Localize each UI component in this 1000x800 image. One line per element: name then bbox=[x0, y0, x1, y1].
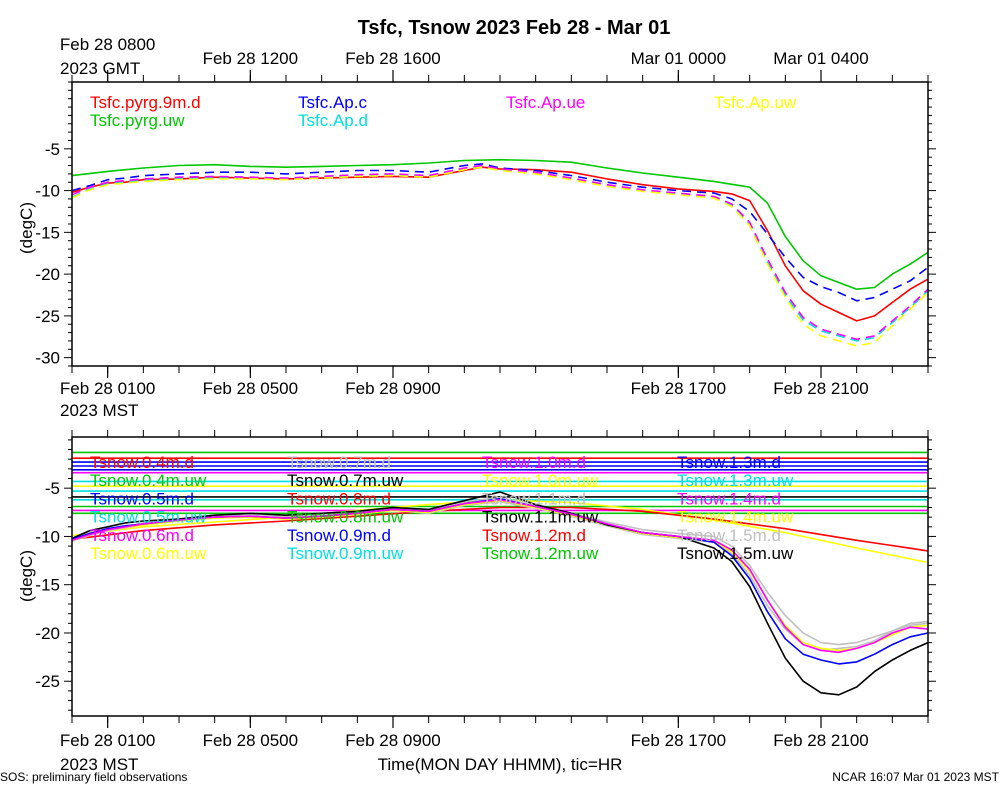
y-tick-label: -25 bbox=[35, 307, 60, 326]
legend-label: Tsnow.0.9m.uw bbox=[287, 544, 404, 563]
panel-tsfc-frame bbox=[71, 81, 929, 367]
legend-label: Tsnow.1.1m.uw bbox=[482, 508, 599, 527]
panel-tsnow-legend: Tsnow.0.4m.dTsnow.0.4m.uwTsnow.0.5m.dTsn… bbox=[90, 453, 794, 563]
legend-label: Tsnow.0.4m.d bbox=[90, 453, 194, 472]
series-line-tsfc-ap-uw bbox=[71, 166, 929, 347]
legend-label: Tsnow.1.4m.uw bbox=[677, 508, 794, 527]
legend-label: Tsnow.1.3m.uw bbox=[677, 471, 794, 490]
legend-label: Tsfc.Ap.c bbox=[298, 93, 367, 112]
series-line-tsnow-1-4m-d bbox=[71, 498, 929, 654]
y-tick-label: -30 bbox=[35, 349, 60, 368]
footer-right-timestamp: NCAR 16:07 Mar 01 2023 MST bbox=[832, 770, 999, 784]
top-x-tick-label: Feb 28 1600 bbox=[345, 49, 440, 68]
panel-tsnow-ylabel: (degC) bbox=[17, 550, 36, 602]
legend-label: Tsnow.1.5m.d bbox=[677, 526, 781, 545]
series-line-tsfc-ap-c bbox=[71, 163, 929, 302]
y-tick-label: -15 bbox=[35, 223, 60, 242]
x-tick-label: Feb 28 2100 bbox=[773, 731, 868, 750]
x-tick-label: Feb 28 0900 bbox=[345, 731, 440, 750]
legend-label: Tsnow.1.1m.d bbox=[482, 489, 586, 508]
x-tick-label: Feb 28 0100 bbox=[60, 731, 155, 750]
panel-tsnow-frame bbox=[71, 436, 929, 717]
legend-label: Tsnow.0.8m.d bbox=[287, 489, 391, 508]
series-line-tsfc-ap-ue bbox=[71, 164, 929, 341]
top-x-tick-label: Feb 28 0800 bbox=[60, 35, 155, 54]
footer-left-note: SOS: preliminary field observations bbox=[0, 770, 187, 784]
series-line-tsnow-1-0m-uw bbox=[71, 499, 929, 652]
bottom-axis-tz-label: 2023 MST bbox=[60, 401, 138, 420]
x-tick-label: Feb 28 1700 bbox=[631, 731, 726, 750]
y-tick-label: -20 bbox=[35, 624, 60, 643]
y-tick-label: -5 bbox=[45, 479, 60, 498]
y-tick-label: -5 bbox=[45, 140, 60, 159]
legend-label: Tsfc.Ap.ue bbox=[506, 93, 585, 112]
x-tick-label: Feb 28 2100 bbox=[773, 379, 868, 398]
x-axis-label: Time(MON DAY HHMM), tic=HR bbox=[378, 755, 623, 774]
panel-tsfc: 2023 GMT (degC) 2023 MST -30 -25 -20 -15 -10… bbox=[17, 35, 936, 420]
series-line-tsnow-1-5m-uw bbox=[71, 491, 929, 696]
legend-label: Tsnow.1.3m.d bbox=[677, 453, 781, 472]
x-tick-label: Feb 28 1700 bbox=[631, 379, 726, 398]
legend-label: Tsnow.1.0m.d bbox=[482, 453, 586, 472]
legend-label: Tsnow.1.5m.uw bbox=[677, 544, 794, 563]
legend-label: Tsnow.0.6m.uw bbox=[90, 544, 207, 563]
legend-label: Tsfc.pyrg.9m.d bbox=[90, 93, 201, 112]
top-x-tick-label: Feb 28 1200 bbox=[203, 49, 298, 68]
panel-tsfc-ticks: -30 -25 -20 -15 -10 -5 Feb 28 0100 Feb 28 0500 F… bbox=[35, 35, 936, 398]
legend-label: Tsnow.1.2m.uw bbox=[482, 544, 599, 563]
y-tick-label: -10 bbox=[35, 527, 60, 546]
legend-label: Tsnow.0.7m.d bbox=[287, 453, 391, 472]
top-x-tick-label: Mar 01 0000 bbox=[631, 49, 726, 68]
panel-tsfc-ylabel: (degC) bbox=[17, 202, 36, 254]
panel-tsfc-series bbox=[71, 158, 929, 347]
legend-label: Tsnow.1.2m.d bbox=[482, 526, 586, 545]
series-line-tsfc-pyrg-uw bbox=[71, 158, 929, 291]
series-line-tsnow-1-2m-d bbox=[71, 506, 929, 552]
panel-tsfc-legend: Tsfc.pyrg.9m.dTsfc.pyrg.uwTsfc.Ap.cTsfc.… bbox=[90, 93, 797, 130]
legend-label: Tsnow.0.5m.uw bbox=[90, 508, 207, 527]
legend-label: Tsfc.Ap.uw bbox=[714, 93, 797, 112]
legend-label: Tsfc.Ap.d bbox=[298, 111, 368, 130]
top-axis-tz-label: 2023 GMT bbox=[60, 59, 140, 78]
y-tick-label: -20 bbox=[35, 265, 60, 284]
y-tick-label: -25 bbox=[35, 672, 60, 691]
panel-tsnow-ticks: -25 -20 -15 -10 -5 Feb 28 0100 Feb 28 0500 Feb … bbox=[35, 430, 936, 750]
legend-label: Tsnow.0.7m.uw bbox=[287, 471, 404, 490]
legend-label: Tsnow.1.0m.uw bbox=[482, 471, 599, 490]
legend-label: Tsnow.0.6m.d bbox=[90, 526, 194, 545]
legend-label: Tsnow.0.8m.uw bbox=[287, 508, 404, 527]
chart-title: Tsfc, Tsnow 2023 Feb 28 - Mar 01 bbox=[358, 17, 671, 39]
bottom-axis-tz-label: 2023 MST bbox=[60, 755, 138, 774]
panel-tsnow: (degC) 2023 MST -25 -20 -15 -10 -5 Feb 28 010… bbox=[17, 430, 936, 774]
x-tick-label: Feb 28 0100 bbox=[60, 379, 155, 398]
legend-label: Tsnow.0.9m.d bbox=[287, 526, 391, 545]
x-tick-label: Feb 28 0900 bbox=[345, 379, 440, 398]
top-x-tick-label: Mar 01 0400 bbox=[773, 49, 868, 68]
x-tick-label: Feb 28 0500 bbox=[203, 731, 298, 750]
legend-label: Tsfc.pyrg.uw bbox=[90, 111, 185, 130]
x-tick-label: Feb 28 0500 bbox=[203, 379, 298, 398]
panel-tsnow-series bbox=[71, 451, 929, 696]
legend-label: Tsnow.0.4m.uw bbox=[90, 471, 207, 490]
legend-label: Tsnow.0.5m.d bbox=[90, 489, 194, 508]
legend-label: Tsnow.1.4m.d bbox=[677, 489, 781, 508]
y-tick-label: -15 bbox=[35, 576, 60, 595]
y-tick-label: -10 bbox=[35, 182, 60, 201]
